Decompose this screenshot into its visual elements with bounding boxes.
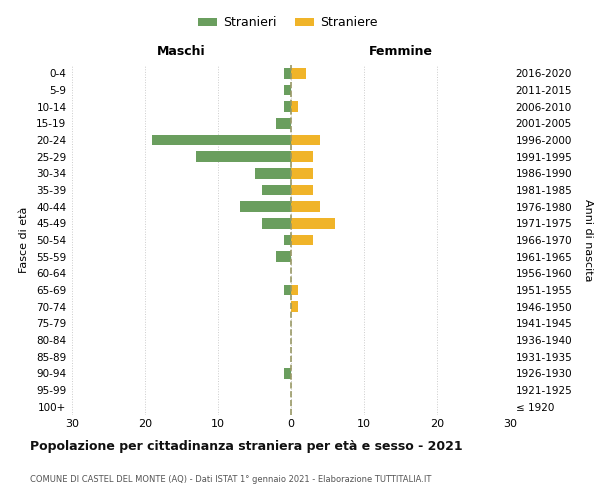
Legend: Stranieri, Straniere: Stranieri, Straniere (193, 11, 383, 34)
Text: Popolazione per cittadinanza straniera per età e sesso - 2021: Popolazione per cittadinanza straniera p… (30, 440, 463, 453)
Bar (291, 151, 313, 162)
Bar (291, 68, 305, 78)
Text: Maschi: Maschi (157, 46, 206, 59)
Bar (277, 251, 291, 262)
Bar (291, 134, 320, 145)
Bar (262, 184, 291, 196)
Bar (291, 234, 313, 246)
Bar (284, 234, 291, 246)
Bar (284, 68, 291, 78)
Bar (291, 168, 313, 179)
Bar (262, 218, 291, 229)
Bar (291, 101, 298, 112)
Bar (291, 284, 298, 296)
Bar (284, 101, 291, 112)
Bar (291, 218, 335, 229)
Bar (284, 84, 291, 96)
Bar (152, 134, 291, 145)
Bar (284, 368, 291, 379)
Bar (254, 168, 291, 179)
Bar (284, 284, 291, 296)
Text: Femmine: Femmine (368, 46, 433, 59)
Bar (196, 151, 291, 162)
Text: COMUNE DI CASTEL DEL MONTE (AQ) - Dati ISTAT 1° gennaio 2021 - Elaborazione TUTT: COMUNE DI CASTEL DEL MONTE (AQ) - Dati I… (30, 475, 431, 484)
Bar (291, 201, 320, 212)
Y-axis label: Fasce di età: Fasce di età (19, 207, 29, 273)
Bar (291, 184, 313, 196)
Bar (277, 118, 291, 128)
Bar (240, 201, 291, 212)
Bar (291, 301, 298, 312)
Y-axis label: Anni di nascita: Anni di nascita (583, 198, 593, 281)
